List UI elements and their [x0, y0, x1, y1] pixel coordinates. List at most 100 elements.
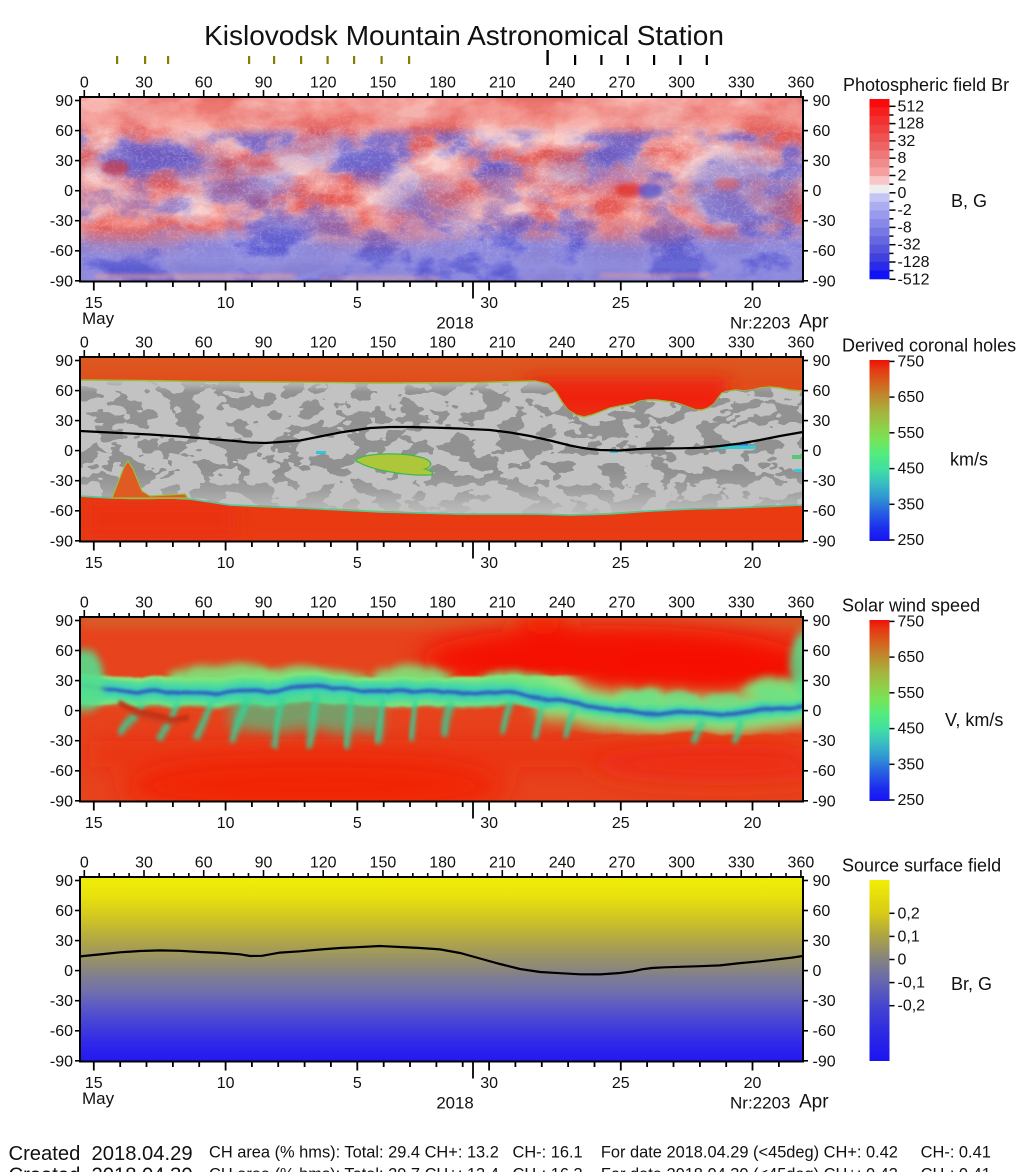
svg-text:30: 30: [55, 933, 73, 950]
svg-text:-60: -60: [50, 1023, 73, 1040]
svg-text:60: 60: [813, 643, 831, 660]
svg-text:240: 240: [549, 855, 576, 872]
svg-text:Photospheric field Br: Photospheric field Br: [843, 75, 1009, 95]
svg-text:-60: -60: [50, 763, 73, 780]
svg-text:750: 750: [898, 613, 925, 630]
svg-text:-90: -90: [50, 273, 73, 290]
svg-text:-8: -8: [898, 219, 912, 236]
svg-text:270: 270: [608, 595, 635, 612]
svg-text:90: 90: [255, 855, 273, 872]
svg-text:250: 250: [898, 792, 925, 809]
svg-text:-0,1: -0,1: [898, 975, 926, 992]
svg-text:30: 30: [813, 933, 831, 950]
svg-text:2: 2: [898, 168, 907, 185]
svg-text:240: 240: [549, 595, 576, 612]
svg-text:60: 60: [55, 383, 73, 400]
svg-text:0: 0: [80, 595, 89, 612]
svg-text:180: 180: [429, 335, 456, 352]
svg-text:450: 450: [898, 721, 925, 738]
svg-text:300: 300: [668, 595, 695, 612]
svg-text:30: 30: [135, 335, 153, 352]
svg-text:300: 300: [668, 855, 695, 872]
svg-text:240: 240: [549, 75, 576, 92]
svg-text:90: 90: [55, 613, 73, 630]
svg-text:-30: -30: [813, 213, 836, 230]
svg-text:32: 32: [898, 133, 916, 150]
svg-text:512: 512: [898, 98, 925, 115]
svg-text:300: 300: [668, 75, 695, 92]
svg-text:350: 350: [898, 756, 925, 773]
svg-text:5: 5: [353, 815, 362, 832]
svg-text:120: 120: [310, 75, 337, 92]
svg-text:-90: -90: [50, 793, 73, 810]
svg-text:-90: -90: [813, 1053, 836, 1070]
svg-text:120: 120: [310, 335, 337, 352]
svg-text:30: 30: [135, 855, 153, 872]
svg-text:Derived coronal holes: Derived coronal holes: [842, 336, 1016, 356]
svg-text:-30: -30: [813, 473, 836, 490]
svg-text:8: 8: [898, 150, 907, 167]
svg-text:30: 30: [135, 595, 153, 612]
svg-text:300: 300: [668, 335, 695, 352]
svg-text:90: 90: [255, 335, 273, 352]
svg-text:250: 250: [898, 532, 925, 549]
svg-text:Solar wind speed: Solar wind speed: [842, 596, 980, 616]
svg-text:180: 180: [429, 855, 456, 872]
svg-text:20: 20: [744, 555, 762, 572]
svg-text:0: 0: [813, 183, 822, 200]
svg-text:0: 0: [64, 183, 73, 200]
svg-text:-60: -60: [813, 763, 836, 780]
svg-text:0: 0: [64, 703, 73, 720]
svg-text:-90: -90: [813, 273, 836, 290]
svg-text:0: 0: [813, 703, 822, 720]
svg-text:90: 90: [813, 613, 831, 630]
svg-text:30: 30: [480, 815, 498, 832]
svg-text:180: 180: [429, 595, 456, 612]
svg-text:-60: -60: [813, 243, 836, 260]
svg-text:-30: -30: [813, 733, 836, 750]
svg-text:10: 10: [217, 295, 235, 312]
svg-text:330: 330: [728, 335, 755, 352]
svg-text:Apr: Apr: [799, 1092, 829, 1113]
svg-text:Source surface field: Source surface field: [842, 856, 1001, 876]
svg-text:Br, G: Br, G: [951, 974, 992, 994]
svg-text:60: 60: [813, 383, 831, 400]
svg-text:30: 30: [813, 413, 831, 430]
svg-text:60: 60: [195, 595, 213, 612]
svg-text:-60: -60: [50, 503, 73, 520]
svg-text:90: 90: [813, 353, 831, 370]
svg-text:-60: -60: [50, 243, 73, 260]
svg-text:30: 30: [135, 75, 153, 92]
svg-text:60: 60: [195, 75, 213, 92]
svg-text:210: 210: [489, 335, 516, 352]
svg-text:30: 30: [813, 673, 831, 690]
svg-text:Kislovodsk Mountain Astronomic: Kislovodsk Mountain Astronomical Station: [204, 20, 724, 51]
svg-text:15: 15: [85, 555, 103, 572]
svg-text:km/s: km/s: [950, 450, 988, 470]
svg-text:0,2: 0,2: [898, 905, 920, 922]
svg-text:-90: -90: [50, 1053, 73, 1070]
svg-text:90: 90: [55, 93, 73, 110]
svg-text:-30: -30: [50, 213, 73, 230]
svg-text:0: 0: [813, 963, 822, 980]
svg-text:550: 550: [898, 425, 925, 442]
svg-text:-128: -128: [898, 254, 930, 271]
svg-text:128: 128: [898, 116, 925, 133]
svg-text:15: 15: [85, 1075, 103, 1092]
svg-text:May: May: [82, 1089, 115, 1108]
svg-text:360: 360: [788, 335, 815, 352]
svg-text:0: 0: [80, 335, 89, 352]
svg-text:60: 60: [195, 335, 213, 352]
svg-text:0: 0: [898, 952, 907, 969]
svg-text:0,1: 0,1: [898, 928, 920, 945]
svg-text:750: 750: [898, 353, 925, 370]
svg-text:20: 20: [744, 295, 762, 312]
svg-text:CH area (% hms): Total: 29.4 C: CH area (% hms): Total: 29.4 CH+: 13.2 C…: [209, 1144, 991, 1162]
svg-text:15: 15: [85, 815, 103, 832]
svg-text:5: 5: [353, 1075, 362, 1092]
svg-text:-2: -2: [898, 202, 912, 219]
svg-text:20: 20: [744, 815, 762, 832]
svg-text:30: 30: [480, 1075, 498, 1092]
svg-text:Created 2018.04.30: Created 2018.04.30: [9, 1165, 193, 1172]
svg-text:0: 0: [80, 855, 89, 872]
